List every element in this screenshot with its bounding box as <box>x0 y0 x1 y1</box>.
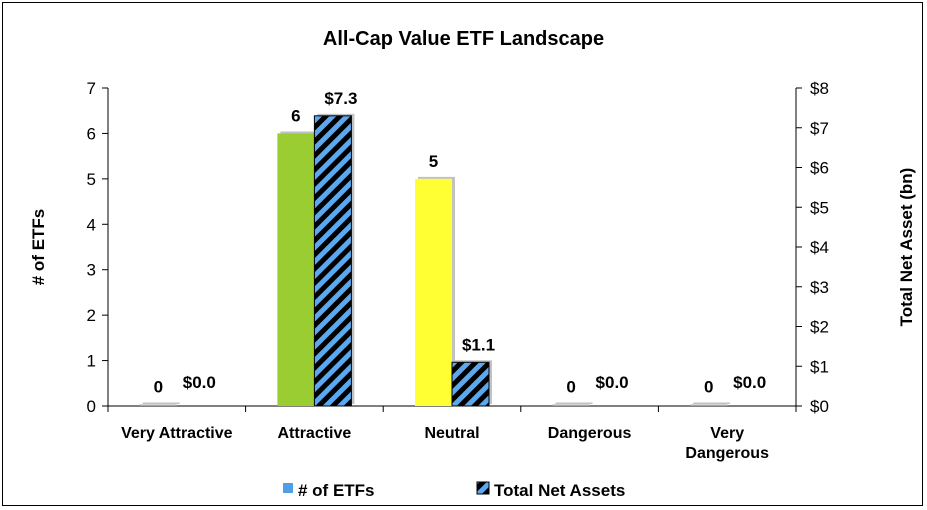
bar-net-assets <box>451 361 490 407</box>
data-label-net-assets: $1.1 <box>462 335 495 354</box>
bar-etf-count <box>139 404 177 406</box>
y2-tick-label: $5 <box>810 198 829 217</box>
y2-tick-label: $2 <box>810 318 829 337</box>
y2-tick-label: $6 <box>810 159 829 178</box>
y2-axis-title: Total Net Asset (bn) <box>897 168 916 327</box>
category-label: Dangerous <box>685 445 769 462</box>
bars <box>139 113 731 407</box>
category-label: Very <box>710 425 744 442</box>
legend-label-etf-count: # of ETFs <box>298 481 375 500</box>
y-tick-label: 7 <box>87 79 96 98</box>
category-label: Neutral <box>424 425 479 442</box>
y-tick-label: 4 <box>87 215 96 234</box>
y2-tick-label: $1 <box>810 357 829 376</box>
y-tick-label: 2 <box>87 306 96 325</box>
legend-label-net-assets: Total Net Assets <box>494 481 625 500</box>
y-axis-title: # of ETFs <box>29 209 48 286</box>
bar-etf-count <box>277 133 315 406</box>
category-label: Very Attractive <box>121 425 233 442</box>
data-label-etf-count: 0 <box>154 378 163 397</box>
y2-tick-label: $3 <box>810 278 829 297</box>
y-tick-label: 3 <box>87 261 96 280</box>
y-tick-label: 1 <box>87 352 96 371</box>
data-label-etf-count: 5 <box>429 152 438 171</box>
bar-shadow <box>693 402 731 404</box>
category-label: Attractive <box>277 425 351 442</box>
bar-shadow <box>555 402 593 404</box>
y2-tick-label: $8 <box>810 79 829 98</box>
bar-etf-count <box>690 404 728 406</box>
data-label-net-assets: $0.0 <box>596 373 629 392</box>
bar-net-assets <box>313 115 352 407</box>
y-tick-label: 5 <box>87 170 96 189</box>
legend-swatch-etf-count <box>283 483 293 493</box>
y2-tick-label: $4 <box>810 238 829 257</box>
category-label: Dangerous <box>548 425 632 442</box>
y-tick-label: 0 <box>87 397 96 416</box>
chart-title: All-Cap Value ETF Landscape <box>322 28 605 50</box>
axes: 0 1 2 3 4 5 6 7 $0 $1 $2 $3 $4 $5 $6 $7 $8 Very Attractiv… <box>87 79 829 462</box>
bar-shadow <box>142 402 180 404</box>
legend-swatch-net-assets <box>476 481 490 495</box>
y2-tick-label: $7 <box>810 119 829 138</box>
bar-etf-count <box>552 404 590 406</box>
y-tick-label: 6 <box>87 124 96 143</box>
data-label-net-assets: $7.3 <box>324 89 357 108</box>
data-labels: 0 $0.0 6 $7.3 5 $1.1 0 $0.0 0 $0.0 <box>154 89 767 397</box>
data-label-net-assets: $0.0 <box>183 373 216 392</box>
data-label-net-assets: $0.0 <box>733 373 766 392</box>
data-label-etf-count: 0 <box>566 378 575 397</box>
data-label-etf-count: 0 <box>704 378 713 397</box>
legend: # of ETFs Total Net Assets <box>283 481 625 500</box>
data-label-etf-count: 6 <box>291 106 300 125</box>
y2-tick-label: $0 <box>810 397 829 416</box>
bar-etf-count <box>415 178 452 406</box>
